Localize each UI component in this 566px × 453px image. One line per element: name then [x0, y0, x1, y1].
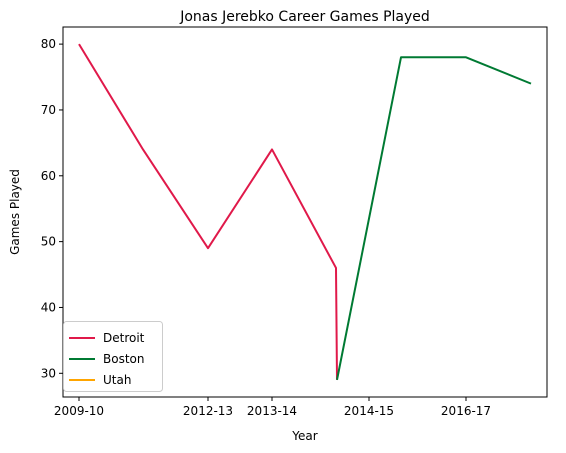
series-line-boston — [336, 56, 532, 381]
series-line-detroit — [78, 43, 338, 380]
x-tick-label: 2016-17 — [441, 404, 491, 418]
x-tick-label: 2014-15 — [344, 404, 394, 418]
y-tick-label: 60 — [41, 169, 56, 183]
legend-label-detroit: Detroit — [103, 331, 145, 345]
y-tick-label: 30 — [41, 366, 56, 380]
legend: Detroit Boston Utah — [63, 321, 163, 392]
chart-title: Jonas Jerebko Career Games Played — [179, 9, 430, 25]
y-tick-label: 40 — [41, 300, 56, 314]
x-tick-label: 2009-10 — [54, 404, 104, 418]
y-axis-ticks: 30 40 50 60 70 80 — [41, 37, 63, 380]
series-lines — [78, 43, 532, 381]
y-tick-label: 80 — [41, 37, 56, 51]
legend-label-utah: Utah — [103, 373, 131, 387]
x-axis-ticks: 2009-10 2012-13 2013-14 2014-15 2016-17 — [54, 397, 491, 418]
x-tick-label: 2012-13 — [183, 404, 233, 418]
y-axis-label: Games Played — [8, 169, 22, 255]
legend-label-boston: Boston — [103, 352, 144, 366]
plot-frame — [62, 26, 548, 398]
x-tick-label: 2013-14 — [247, 404, 297, 418]
y-tick-label: 70 — [41, 103, 56, 117]
x-axis-label: Year — [291, 429, 317, 443]
y-tick-label: 50 — [41, 235, 56, 249]
